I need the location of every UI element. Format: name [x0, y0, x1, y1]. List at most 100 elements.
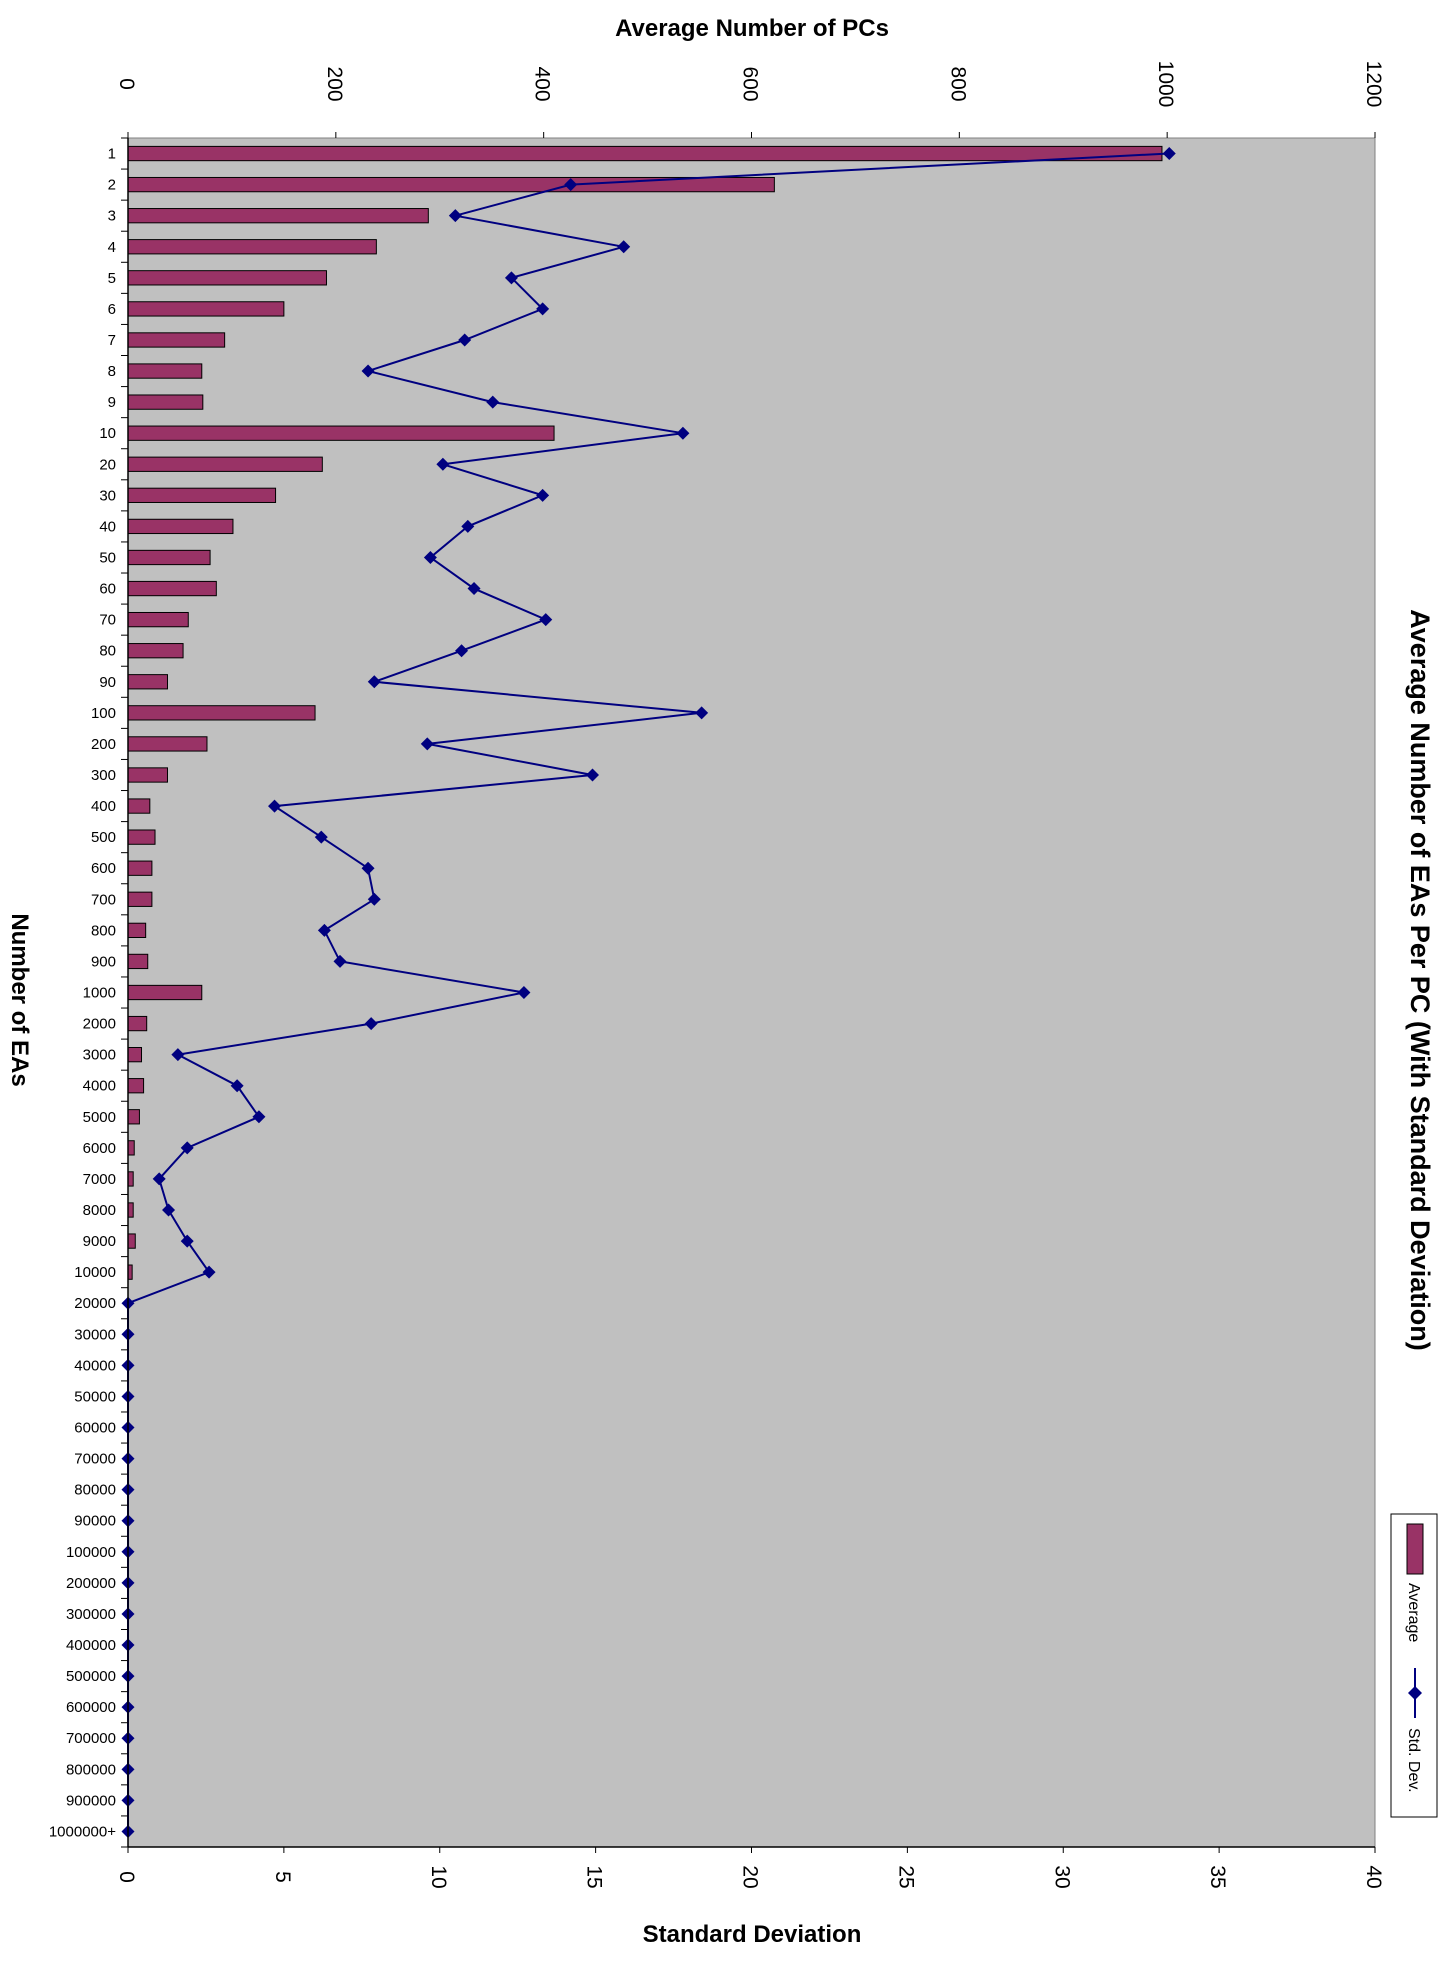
bar-average-1: [127, 145, 1163, 162]
bar-average-3000: [127, 1046, 143, 1063]
point-std-dev-60: [467, 582, 481, 596]
point-std-dev-30: [536, 488, 550, 502]
point-std-dev-300: [586, 768, 600, 782]
legend-label-average: Average: [1405, 1583, 1422, 1642]
category-label-900000: 900000: [66, 1792, 116, 1809]
category-label-7: 7: [108, 332, 116, 349]
category-label-800000: 800000: [66, 1761, 116, 1778]
bar-average-200: [127, 736, 208, 752]
category-label-600: 600: [91, 860, 116, 877]
axis-title-top: Average Number of PCs: [615, 15, 889, 42]
point-std-dev-100: [695, 706, 709, 720]
point-std-dev-70: [539, 613, 553, 627]
category-label-300000: 300000: [66, 1606, 116, 1623]
category-label-20: 20: [99, 456, 116, 473]
top-tick-label-400: 400: [531, 66, 554, 101]
bar-average-6000: [127, 1140, 135, 1156]
chart-title: Average Number of EAs Per PC (With Stand…: [1405, 609, 1435, 1350]
point-std-dev-10000: [202, 1265, 216, 1279]
bar-average-40: [127, 518, 234, 535]
category-label-90000: 90000: [74, 1513, 116, 1530]
category-label-7000: 7000: [83, 1171, 116, 1188]
bar-average-600: [127, 860, 153, 876]
line-std-dev: [121, 147, 1176, 1838]
category-label-2000: 2000: [83, 1016, 116, 1033]
point-std-dev-20: [436, 457, 450, 471]
bar-average-1000: [127, 984, 203, 1001]
category-label-30: 30: [99, 487, 116, 504]
category-label-700000: 700000: [66, 1730, 116, 1747]
top-tick-label-1200: 1200: [1362, 61, 1385, 108]
category-label-40: 40: [99, 518, 116, 535]
category-label-10000: 10000: [74, 1264, 116, 1281]
bar-average-20: [127, 456, 323, 472]
category-label-1000000+: 1000000+: [49, 1823, 116, 1840]
category-label-1000: 1000: [83, 985, 116, 1002]
category-label-200: 200: [91, 736, 116, 753]
point-std-dev-40: [461, 519, 475, 533]
point-std-dev-1000: [517, 986, 531, 999]
bottom-tick-label-25: 25: [894, 1865, 917, 1888]
bar-average-5: [127, 270, 327, 286]
category-label-500: 500: [91, 829, 116, 846]
category-label-100000: 100000: [66, 1544, 116, 1561]
point-std-dev-8000: [162, 1203, 176, 1217]
bottom-tick-label-5: 5: [271, 1871, 294, 1883]
category-label-500000: 500000: [66, 1668, 116, 1685]
category-label-900: 900: [91, 953, 116, 970]
category-label-4000: 4000: [83, 1078, 116, 1095]
category-label-50: 50: [99, 549, 116, 566]
bar-average-2000: [127, 1015, 148, 1032]
category-label-8000: 8000: [83, 1202, 116, 1219]
bar-average-500: [127, 829, 156, 845]
category-label-5: 5: [108, 270, 116, 287]
point-std-dev-1: [1162, 147, 1176, 161]
category-label-80000: 80000: [74, 1482, 116, 1499]
category-label-6000: 6000: [83, 1140, 116, 1157]
bar-average-60: [127, 580, 217, 597]
category-label-9: 9: [108, 394, 116, 411]
bar-average-100: [127, 705, 316, 721]
point-std-dev-3000: [171, 1048, 185, 1062]
category-label-60000: 60000: [74, 1420, 116, 1437]
bottom-tick-label-20: 20: [739, 1865, 762, 1888]
category-label-6: 6: [108, 301, 116, 318]
point-std-dev-2: [564, 178, 578, 192]
bottom-tick-label-0: 0: [115, 1871, 138, 1883]
bar-average-3: [127, 208, 429, 224]
bar-average-4: [127, 239, 377, 255]
category-label-30000: 30000: [74, 1326, 116, 1343]
top-tick-label-1000: 1000: [1154, 61, 1177, 108]
point-std-dev-50: [423, 550, 437, 564]
point-std-dev-9000: [180, 1234, 194, 1248]
bottom-tick-label-30: 30: [1050, 1865, 1073, 1888]
point-std-dev-9: [486, 395, 500, 409]
top-tick-label-0: 0: [115, 78, 138, 90]
axis-title-left: Number of EAs: [6, 913, 33, 1086]
bar-average-7000: [127, 1171, 134, 1187]
category-label-60: 60: [99, 581, 116, 598]
bar-average-8000: [127, 1202, 134, 1218]
category-label-400: 400: [91, 798, 116, 815]
bar-average-90: [127, 674, 168, 690]
category-label-70: 70: [99, 612, 116, 629]
category-label-400000: 400000: [66, 1637, 116, 1654]
point-std-dev-3: [448, 209, 462, 223]
category-label-2: 2: [108, 177, 116, 194]
bottom-tick-label-15: 15: [583, 1865, 606, 1888]
bar-average-9000: [127, 1233, 136, 1249]
legend-label-std-dev: Std. Dev.: [1405, 1728, 1422, 1793]
category-label-5000: 5000: [83, 1109, 116, 1126]
category-label-1: 1: [108, 146, 116, 163]
category-label-8: 8: [108, 363, 116, 380]
bar-average-4000: [127, 1078, 145, 1094]
bottom-tick-label-40: 40: [1362, 1865, 1385, 1888]
point-std-dev-5: [504, 271, 518, 285]
point-std-dev-8: [361, 364, 375, 378]
point-std-dev-700: [367, 892, 381, 906]
point-std-dev-600: [361, 861, 375, 875]
point-std-dev-200: [420, 737, 434, 751]
top-tick-label-800: 800: [946, 66, 969, 101]
category-label-300: 300: [91, 767, 116, 784]
